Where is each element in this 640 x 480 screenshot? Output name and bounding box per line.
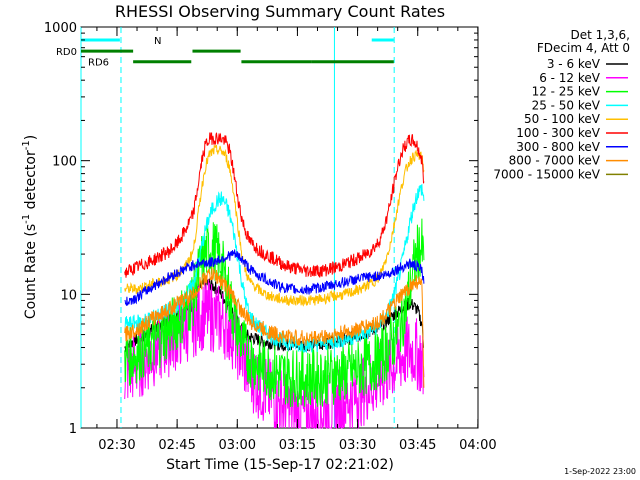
legend-entry-label: 3 - 6 keV (547, 57, 601, 71)
y-axis-label-part: detector (23, 150, 39, 214)
legend-entry-label: 7000 - 15000 keV (493, 167, 600, 181)
chart-title: RHESSI Observing Summary Count Rates (115, 2, 445, 21)
y-axis-label-superscript: -1 (21, 140, 32, 150)
x-axis-label: Start Time (15-Sep-17 02:21:02) (166, 457, 394, 473)
series-line (124, 132, 425, 278)
series-line (124, 249, 425, 306)
x-tick-label: 03:00 (219, 438, 256, 453)
y-tick-label: 10 (60, 288, 77, 303)
y-tick-label: 1 (69, 422, 77, 437)
x-tick-label: 02:45 (158, 438, 195, 453)
x-tick-label: 03:30 (339, 438, 376, 453)
legend-entry-label: 50 - 100 keV (524, 112, 601, 126)
y-axis-label-part: ) (23, 135, 39, 140)
legend-entry-label: 100 - 300 keV (516, 126, 600, 140)
y-tick-label: 100 (52, 155, 77, 170)
state-bar-marker: N (154, 36, 161, 47)
x-tick-label: 03:45 (399, 438, 436, 453)
plot-area: RD0 RD6 N 02:30 02:45 03:00 03:15 03:30 03:45 04… (44, 21, 497, 453)
legend-entry-label: 800 - 7000 keV (509, 154, 601, 168)
x-axis: 02:30 02:45 03:00 03:15 03:30 03:45 04:00 (96, 27, 497, 453)
legend-header-line: FDecim 4, Att 0 (537, 41, 630, 55)
x-tick-label: 02:30 (98, 438, 135, 453)
series-line (124, 218, 425, 408)
legend-header-line: Det 1,3,6, (571, 28, 631, 42)
x-tick-label: 03:15 (279, 438, 316, 453)
series-line (124, 266, 425, 388)
y-axis-label: Count Rate (s-1 detector-1) (21, 135, 39, 319)
state-bars: RD0 RD6 N (56, 36, 394, 69)
y-axis-label-part: Count Rate (s (23, 224, 39, 319)
y-tick-label: 1000 (44, 21, 77, 36)
state-bar-label: RD6 (88, 58, 109, 69)
generation-timestamp: 1-Sep-2022 23:00 (564, 467, 636, 476)
series-lines (124, 132, 425, 430)
y-axis: 1 10 100 1000 (44, 21, 478, 437)
x-tick-label: 04:00 (459, 438, 496, 453)
y-axis-label-superscript: -1 (21, 214, 32, 224)
legend-entry-label: 12 - 25 keV (532, 85, 601, 99)
legend-entry-label: 6 - 12 keV (539, 71, 601, 85)
state-bar-label: RD0 (56, 47, 77, 58)
legend-entry-label: 25 - 50 keV (532, 98, 601, 112)
legend-entry-label: 300 - 800 keV (516, 140, 600, 154)
